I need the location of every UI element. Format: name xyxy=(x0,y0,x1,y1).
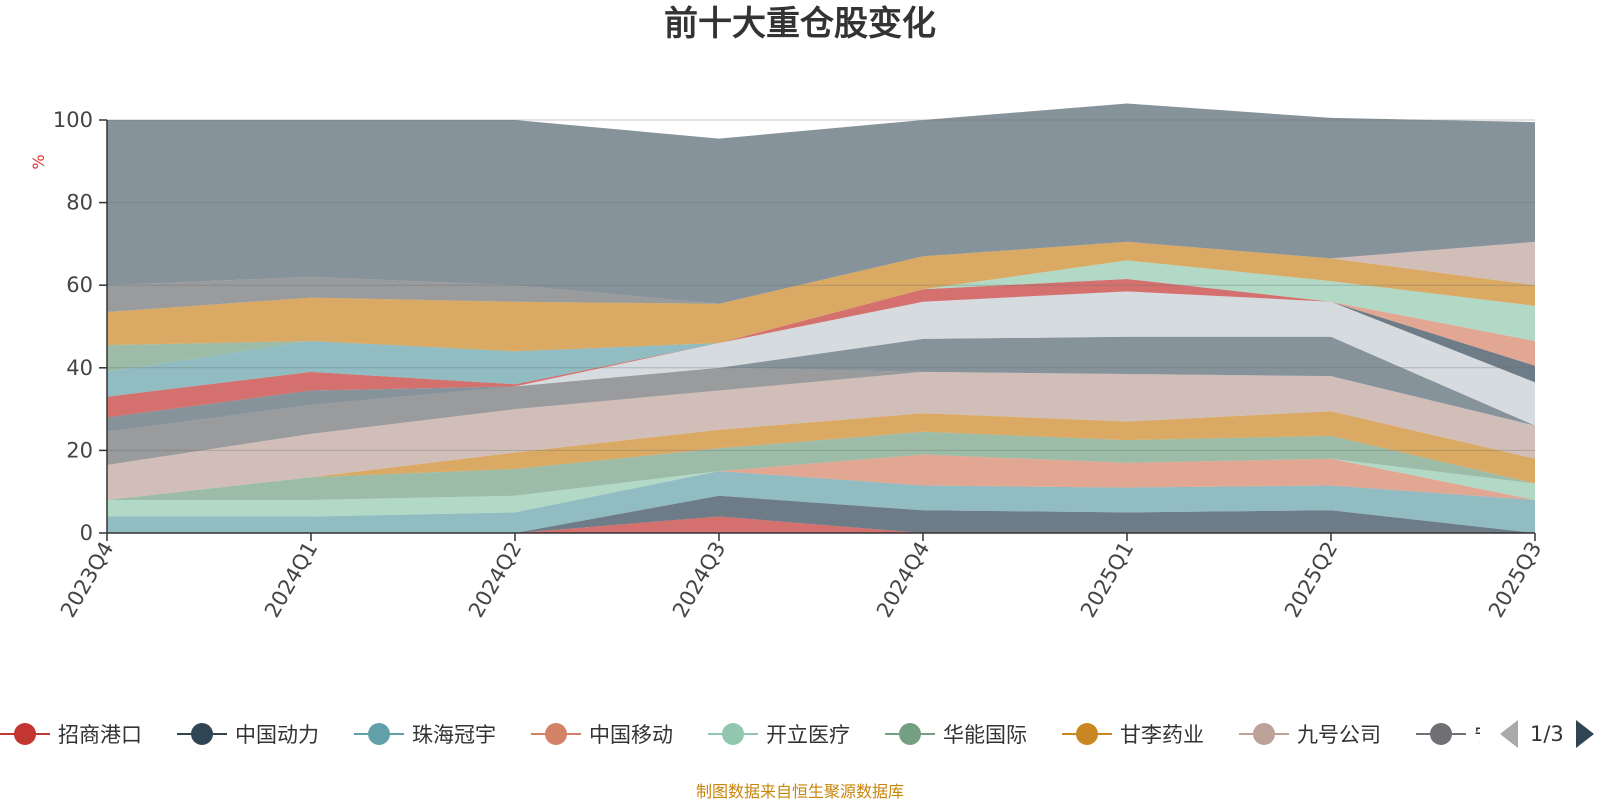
legend-label: 甘李药业 xyxy=(1120,723,1204,747)
y-tick-label-0: 0 xyxy=(80,521,93,545)
legend-marker-icon xyxy=(0,718,50,750)
area-series-11 xyxy=(107,279,1535,418)
area-series-9 xyxy=(107,336,1535,432)
legend-marker-icon xyxy=(1062,718,1112,750)
area-series-5 xyxy=(107,431,1535,500)
legend-item-5[interactable]: 华能国际 xyxy=(885,718,1027,750)
y-tick-label-4: 80 xyxy=(66,191,93,215)
pager-next-icon[interactable] xyxy=(1575,720,1594,748)
legend-label: 珠海冠宇 xyxy=(412,723,496,747)
pager-page-text: 1/3 xyxy=(1530,722,1564,746)
x-tick-label-3: 2024Q3 xyxy=(668,538,730,622)
x-tick-label-4: 2024Q4 xyxy=(872,538,934,622)
grid-lines xyxy=(107,119,1535,451)
legend-item-6[interactable]: 甘李药业 xyxy=(1062,718,1204,750)
area-series-4 xyxy=(107,454,1535,517)
pager-prev-icon[interactable] xyxy=(1500,720,1518,748)
footer-source-note: 制图数据来自恒生聚源数据库 xyxy=(695,782,904,801)
y-tick-label-1: 20 xyxy=(66,438,93,462)
x-tick-label-7: 2025Q3 xyxy=(1484,538,1546,622)
legend-marker-icon xyxy=(354,718,404,750)
legend-marker-icon xyxy=(1416,718,1466,750)
area-series-8 xyxy=(107,367,1535,465)
y-tick-label-2: 40 xyxy=(66,356,93,380)
legend-item-4[interactable]: 开立医疗 xyxy=(708,718,850,750)
legend-label: 宁德时代 xyxy=(1474,719,1480,749)
y-tick-label-3: 60 xyxy=(66,273,93,297)
legend-marker-icon xyxy=(1239,718,1289,750)
legend-item-3[interactable]: 中国移动 xyxy=(531,718,673,750)
legend-marker-icon xyxy=(708,718,758,750)
legend: 招商港口 中国动力 珠海冠宇 中国移动 开立医疗 华能国际 甘李药业 九号公司 宁德时代 xyxy=(0,718,1480,750)
area-series-13 xyxy=(107,279,1535,397)
legend-label: 中国动力 xyxy=(235,723,319,747)
chart-title: 前十大重仓股变化 xyxy=(664,4,936,44)
area-series-1 xyxy=(107,495,1535,533)
legend-marker-icon xyxy=(177,718,227,750)
legend-label: 招商港口 xyxy=(58,723,142,747)
area-series-19 xyxy=(107,241,1535,312)
legend-pager: 1/3 xyxy=(1500,718,1594,750)
x-tick-label-0: 2023Q4 xyxy=(56,538,118,622)
legend-item-8[interactable]: 宁德时代 xyxy=(1416,718,1480,750)
area-series-10 xyxy=(107,291,1535,426)
legend-item-2[interactable]: 珠海冠宇 xyxy=(354,718,496,750)
area-series-20 xyxy=(107,103,1535,304)
y-tick-label-5: 100 xyxy=(53,108,93,132)
area-series-17 xyxy=(107,241,1535,352)
y-axis-label: % xyxy=(29,154,48,169)
x-tick-label-6: 2025Q2 xyxy=(1280,538,1342,622)
area-series-7 xyxy=(107,371,1535,500)
legend-label: 中国移动 xyxy=(589,723,673,747)
legend-item-1[interactable]: 中国动力 xyxy=(177,718,319,750)
legend-label: 九号公司 xyxy=(1297,723,1381,747)
x-tick-label-2: 2024Q2 xyxy=(464,538,526,622)
legend-marker-icon xyxy=(531,718,581,750)
area-series-6 xyxy=(107,411,1535,500)
legend-label: 开立医疗 xyxy=(766,723,850,747)
legend-item-0[interactable]: 招商港口 xyxy=(0,718,142,750)
x-tick-label-1: 2024Q1 xyxy=(260,538,322,622)
x-tick-label-5: 2025Q1 xyxy=(1076,538,1138,622)
area-series-2 xyxy=(107,471,1535,533)
legend-item-7[interactable]: 九号公司 xyxy=(1239,718,1381,750)
area-series-3 xyxy=(107,454,1535,517)
stacked-areas xyxy=(107,103,1535,533)
legend-marker-icon xyxy=(885,718,935,750)
legend-label: 华能国际 xyxy=(943,723,1027,747)
